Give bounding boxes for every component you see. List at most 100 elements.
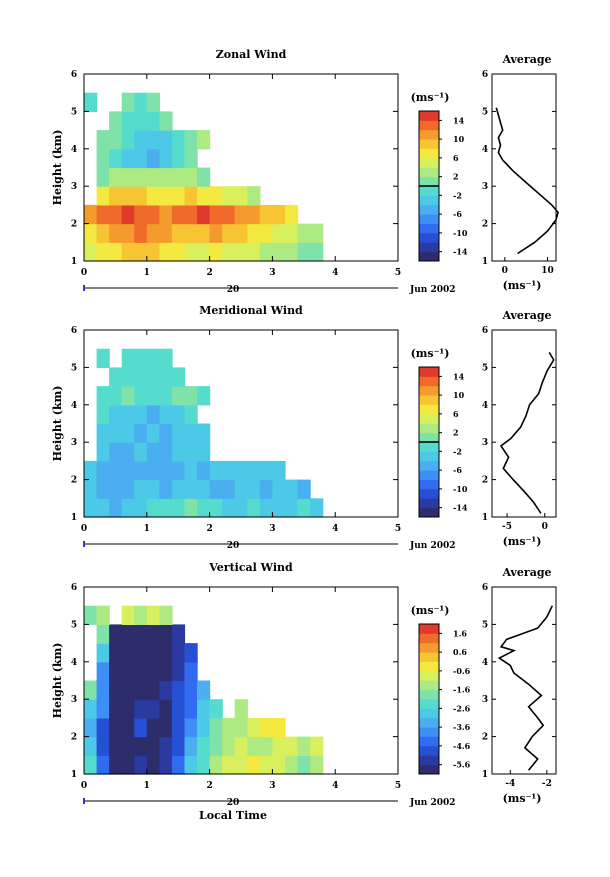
y-axis-label: Height (km) [51, 130, 64, 206]
colorbar-swatch [419, 488, 439, 499]
heat-cell [247, 223, 261, 243]
x-tick-label: 4 [332, 524, 338, 534]
heat-cell [134, 498, 148, 518]
heat-cell [84, 717, 98, 738]
heat-cell [146, 699, 160, 719]
heat-cell [96, 755, 110, 775]
heat-cell [184, 148, 198, 169]
heat-cell [121, 736, 135, 756]
heat-cell [259, 717, 273, 738]
profile-frame [491, 586, 557, 775]
colorbar-tick-label: -2.6 [453, 703, 471, 713]
heat-cell [247, 717, 261, 738]
colorbar-tick-label: -0.6 [453, 666, 471, 676]
heat-cell [184, 736, 198, 756]
heat-cell [146, 348, 160, 368]
colorbar-swatch [419, 186, 439, 196]
heat-cell [146, 624, 160, 644]
heat-cell [146, 404, 160, 425]
heat-cell [171, 186, 186, 206]
heat-cell [209, 242, 223, 262]
profile-frame [491, 73, 557, 262]
heat-cell [171, 699, 186, 719]
colorbar-swatch [419, 745, 439, 756]
heat-cell [134, 92, 148, 112]
heat-cell [146, 204, 160, 225]
heat-cell [184, 386, 198, 406]
heat-cell [184, 498, 198, 518]
colorbar-frame [418, 623, 440, 775]
heat-cell [247, 204, 261, 225]
profile-line [497, 605, 554, 771]
heat-cell [134, 111, 148, 131]
colorbar-unit: (ms⁻¹) [411, 91, 450, 104]
colorbar-tick-label: 6 [453, 409, 459, 419]
colorbar-swatch [419, 764, 439, 775]
heat-cell [184, 423, 198, 443]
heat-cell [209, 186, 223, 206]
colorbar-swatch [419, 642, 439, 653]
heat-cell [146, 111, 160, 131]
colorbar-swatch [419, 479, 439, 490]
heat-cell [197, 386, 211, 406]
heat-cell [209, 204, 223, 225]
heat-cell [146, 186, 160, 206]
profile-title: Average [501, 53, 551, 66]
heat-cell [96, 442, 110, 462]
heat-cell [197, 755, 211, 775]
heat-cell [234, 479, 248, 499]
colorbar-unit: (ms⁻¹) [411, 347, 450, 360]
heat-cell [121, 130, 135, 150]
heat-cell [96, 348, 110, 368]
x-tick-label: 4 [332, 268, 338, 278]
heat-cell [134, 348, 148, 368]
y-tick-label: 1 [71, 513, 77, 523]
colorbar-tick-label: -10 [453, 228, 468, 238]
heat-cell [96, 624, 110, 644]
heat-cell [146, 130, 160, 150]
heat-cell [209, 223, 223, 243]
heat-cell [146, 223, 160, 243]
colorbar-swatch [419, 176, 439, 187]
heat-cell [121, 386, 135, 406]
colorbar-swatch [419, 242, 439, 253]
colorbar-swatch [419, 717, 439, 728]
heat-cell [146, 460, 160, 481]
heat-cell [146, 736, 160, 756]
y-tick-label: 3 [71, 182, 77, 192]
date-day-label: 20 [227, 798, 240, 808]
heat-cell [297, 736, 311, 756]
heat-cell [84, 223, 98, 243]
heat-cell [96, 186, 110, 206]
profile-y-tick-label: 5 [482, 107, 488, 117]
heat-cell [272, 204, 286, 225]
heat-cell [184, 167, 198, 187]
heat-cell [171, 624, 186, 644]
heat-cell [121, 699, 135, 719]
heat-cell [272, 460, 286, 481]
colorbar-tick-label: -3.6 [453, 722, 471, 732]
profile-line [499, 351, 555, 514]
heat-cell [184, 204, 198, 225]
y-axis-label: Height (km) [51, 643, 64, 719]
heat-cell [96, 404, 110, 425]
heat-cell [310, 736, 324, 756]
heat-cell [109, 367, 123, 387]
heat-cell [121, 242, 135, 262]
heat-cell [171, 498, 186, 518]
colorbar-swatch [419, 442, 439, 452]
heat-cell [171, 404, 186, 425]
heat-cell [159, 204, 173, 225]
heat-cell [134, 367, 148, 387]
profile-y-tick-label: 6 [482, 70, 488, 80]
heat-cell [171, 242, 186, 262]
heat-cell [285, 223, 299, 243]
heat-cell [134, 624, 148, 644]
heat-cell [171, 661, 186, 682]
heat-cell [121, 717, 135, 738]
colorbar-swatch [419, 699, 439, 709]
colorbar-swatch [419, 661, 439, 672]
heat-cell [109, 404, 123, 425]
heat-cell [159, 736, 173, 756]
heat-cell [121, 223, 135, 243]
